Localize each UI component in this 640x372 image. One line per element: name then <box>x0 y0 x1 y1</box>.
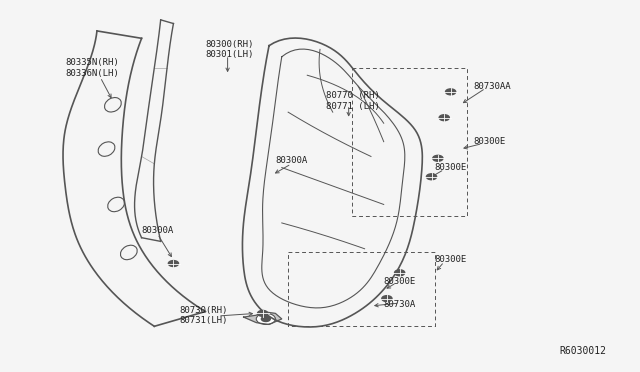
Text: 80730AA: 80730AA <box>473 82 511 91</box>
Circle shape <box>439 115 449 121</box>
Circle shape <box>433 155 443 161</box>
Circle shape <box>256 313 275 324</box>
Circle shape <box>168 260 179 266</box>
Text: 80730(RH)
80731(LH): 80730(RH) 80731(LH) <box>180 305 228 325</box>
Text: 80300E: 80300E <box>435 163 467 172</box>
Text: 80300(RH)
80301(LH): 80300(RH) 80301(LH) <box>205 40 253 59</box>
Polygon shape <box>244 311 282 324</box>
Text: 80770 (RH)
80771 (LH): 80770 (RH) 80771 (LH) <box>326 92 380 111</box>
Text: 80300E: 80300E <box>473 137 505 146</box>
Text: 80730A: 80730A <box>384 300 416 309</box>
Text: 80300A: 80300A <box>275 155 308 165</box>
Circle shape <box>382 296 392 302</box>
Circle shape <box>394 270 404 276</box>
Circle shape <box>445 89 456 95</box>
Circle shape <box>257 310 268 316</box>
Text: 80300A: 80300A <box>141 226 174 235</box>
Circle shape <box>261 316 270 321</box>
Circle shape <box>426 174 436 180</box>
Text: R6030012: R6030012 <box>560 346 607 356</box>
Text: 80300E: 80300E <box>384 278 416 286</box>
Text: 80300E: 80300E <box>435 255 467 264</box>
Text: 80335N(RH)
80336N(LH): 80335N(RH) 80336N(LH) <box>65 58 119 77</box>
